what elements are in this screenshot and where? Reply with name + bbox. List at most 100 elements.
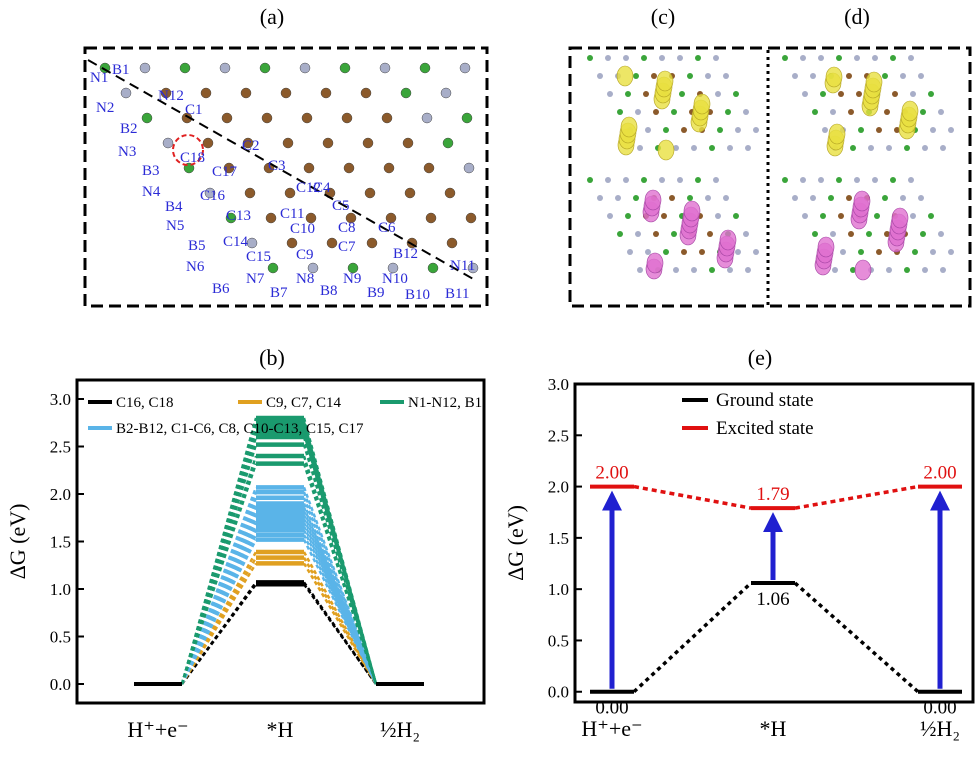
category-label: *H bbox=[267, 717, 294, 742]
atom-label: N2 bbox=[96, 100, 114, 116]
atom bbox=[261, 112, 273, 124]
y-tick-label: 3.0 bbox=[50, 390, 71, 409]
atom bbox=[120, 87, 132, 99]
atom bbox=[362, 137, 374, 149]
connector-line bbox=[633, 484, 752, 510]
atom bbox=[303, 162, 315, 174]
atom-label: C6 bbox=[378, 220, 396, 236]
atom-label: C4 bbox=[313, 180, 331, 196]
atom bbox=[440, 87, 452, 99]
atom bbox=[301, 112, 313, 124]
atom bbox=[442, 137, 454, 149]
atom-label: B10 bbox=[405, 287, 430, 303]
atom bbox=[240, 87, 252, 99]
y-tick-label: 0.0 bbox=[50, 675, 71, 694]
atom bbox=[320, 87, 332, 99]
atom bbox=[246, 237, 258, 249]
atom-label: N6 bbox=[186, 259, 205, 275]
y-tick-label: 3.0 bbox=[548, 375, 569, 394]
atom bbox=[339, 62, 351, 74]
atom bbox=[219, 62, 231, 74]
connector-line bbox=[794, 484, 919, 510]
atom-label: B12 bbox=[393, 246, 418, 262]
category-label: ½H₂ bbox=[920, 716, 960, 741]
atom bbox=[202, 137, 214, 149]
y-tick-label: 1.5 bbox=[50, 533, 71, 552]
atom-label: B11 bbox=[445, 286, 469, 302]
atom bbox=[381, 112, 393, 124]
atom-label: B3 bbox=[142, 163, 160, 179]
lattice-a bbox=[99, 62, 479, 274]
atom-label: N4 bbox=[142, 184, 161, 200]
atom bbox=[284, 187, 296, 199]
atom bbox=[326, 237, 338, 249]
atom-label: C17 bbox=[212, 164, 238, 180]
category-label: H⁺+e⁻ bbox=[581, 716, 642, 741]
atom bbox=[244, 187, 256, 199]
y-tick-label: 2.5 bbox=[50, 438, 71, 457]
atom bbox=[459, 62, 471, 74]
category-label: ½H₂ bbox=[380, 717, 420, 742]
panel-b-label: (b) bbox=[259, 345, 285, 370]
atom-label: B9 bbox=[367, 285, 385, 301]
connector-line bbox=[302, 525, 378, 685]
connector-line bbox=[632, 581, 753, 694]
atom bbox=[139, 62, 151, 74]
value-label: 1.06 bbox=[756, 589, 789, 610]
atom bbox=[387, 262, 399, 274]
connector-line bbox=[793, 581, 920, 694]
diagonal-line-a bbox=[87, 59, 476, 281]
atom bbox=[404, 187, 416, 199]
y-tick-label: 1.0 bbox=[548, 580, 569, 599]
atom bbox=[444, 187, 456, 199]
connector-line bbox=[180, 486, 258, 685]
orbital-plot bbox=[587, 177, 759, 280]
connector-line bbox=[302, 514, 378, 685]
y-tick-label: 2.0 bbox=[50, 485, 71, 504]
atom bbox=[305, 212, 317, 224]
panel-cd-frame bbox=[568, 46, 972, 308]
panel-d-label: (d) bbox=[844, 4, 870, 29]
connector-line bbox=[302, 562, 378, 685]
atom-label: B8 bbox=[320, 283, 338, 299]
value-label: 1.79 bbox=[756, 484, 789, 505]
panel-a-frame bbox=[83, 46, 489, 308]
y-tick-label: 1.0 bbox=[50, 580, 71, 599]
atom bbox=[280, 87, 292, 99]
atom-label: C11 bbox=[280, 206, 304, 222]
category-label: H⁺+e⁻ bbox=[127, 717, 188, 742]
atom bbox=[425, 212, 437, 224]
atom bbox=[200, 87, 212, 99]
atom-label: C15 bbox=[246, 249, 271, 265]
atom-label: C1 bbox=[185, 102, 203, 118]
atom-label: C13 bbox=[226, 208, 251, 224]
y-axis-label: ΔG (eV) bbox=[503, 505, 528, 581]
atom-label: N7 bbox=[246, 271, 265, 287]
atom bbox=[299, 62, 311, 74]
atom-label: C10 bbox=[290, 221, 315, 237]
atom bbox=[345, 212, 357, 224]
y-tick-label: 0.5 bbox=[50, 628, 71, 647]
atom-label: C7 bbox=[338, 239, 356, 255]
orbital-plot bbox=[782, 55, 954, 157]
atom-label: C2 bbox=[242, 138, 260, 154]
connector-line bbox=[180, 539, 258, 685]
atom bbox=[259, 62, 271, 74]
atom-label: C12 bbox=[296, 180, 321, 196]
y-tick-label: 2.0 bbox=[548, 478, 569, 497]
atom bbox=[282, 137, 294, 149]
atom-label: N11 bbox=[450, 258, 475, 274]
connector-line bbox=[180, 518, 258, 685]
atom bbox=[421, 112, 433, 124]
orbital-plot bbox=[587, 55, 759, 161]
connector-line bbox=[180, 491, 258, 685]
value-label: 2.00 bbox=[595, 463, 628, 484]
y-tick-label: 2.5 bbox=[548, 426, 569, 445]
atom-label: B1 bbox=[112, 62, 130, 78]
atom-label: N3 bbox=[118, 144, 136, 160]
panel-a-label: (a) bbox=[260, 4, 284, 29]
y-tick-label: 0.5 bbox=[548, 631, 569, 650]
atom bbox=[242, 137, 254, 149]
atom-label: N1 bbox=[90, 70, 108, 86]
